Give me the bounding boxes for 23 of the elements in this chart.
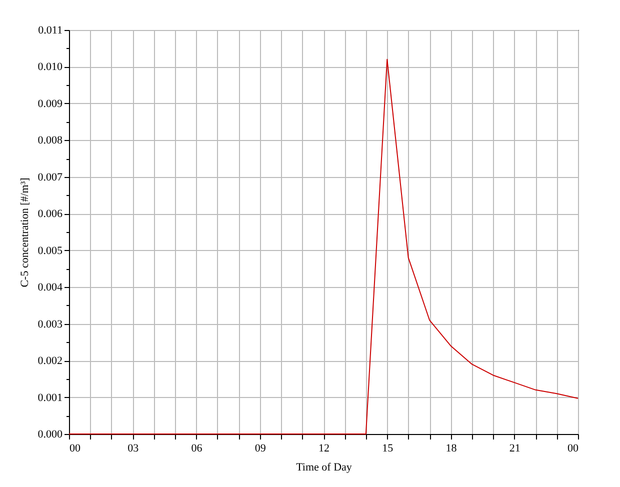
y-tick-label: 0.000	[38, 428, 63, 440]
x-tick-label: 00	[568, 442, 579, 454]
x-tick-label: 03	[128, 442, 140, 454]
y-tick-label: 0.007	[38, 171, 63, 184]
x-tick-label: 15	[382, 442, 394, 454]
y-tick-label: 0.005	[38, 244, 63, 257]
y-tick-label: 0.006	[38, 208, 63, 220]
y-axis-title: C-5 concentration [#/m³]	[18, 178, 31, 288]
y-tick-label: 0.011	[38, 24, 62, 36]
x-tick-label: 12	[318, 442, 330, 454]
x-tick-label: 21	[509, 442, 520, 454]
x-tick-label: 18	[446, 442, 458, 454]
y-tick-label: 0.003	[38, 318, 63, 330]
y-tick-label: 0.002	[38, 355, 62, 368]
y-tick-label: 0.004	[38, 282, 63, 294]
x-tick-label: 09	[254, 442, 266, 454]
y-tick-label: 0.001	[38, 392, 62, 404]
y-tick-label: 0.009	[38, 98, 63, 110]
y-tick-label: 0.010	[38, 61, 63, 74]
y-tick-label: 0.008	[38, 134, 63, 147]
x-tick-label: 06	[191, 442, 203, 454]
x-tick-label: 00	[70, 442, 81, 454]
x-axis-title: Time of Day	[296, 462, 352, 474]
